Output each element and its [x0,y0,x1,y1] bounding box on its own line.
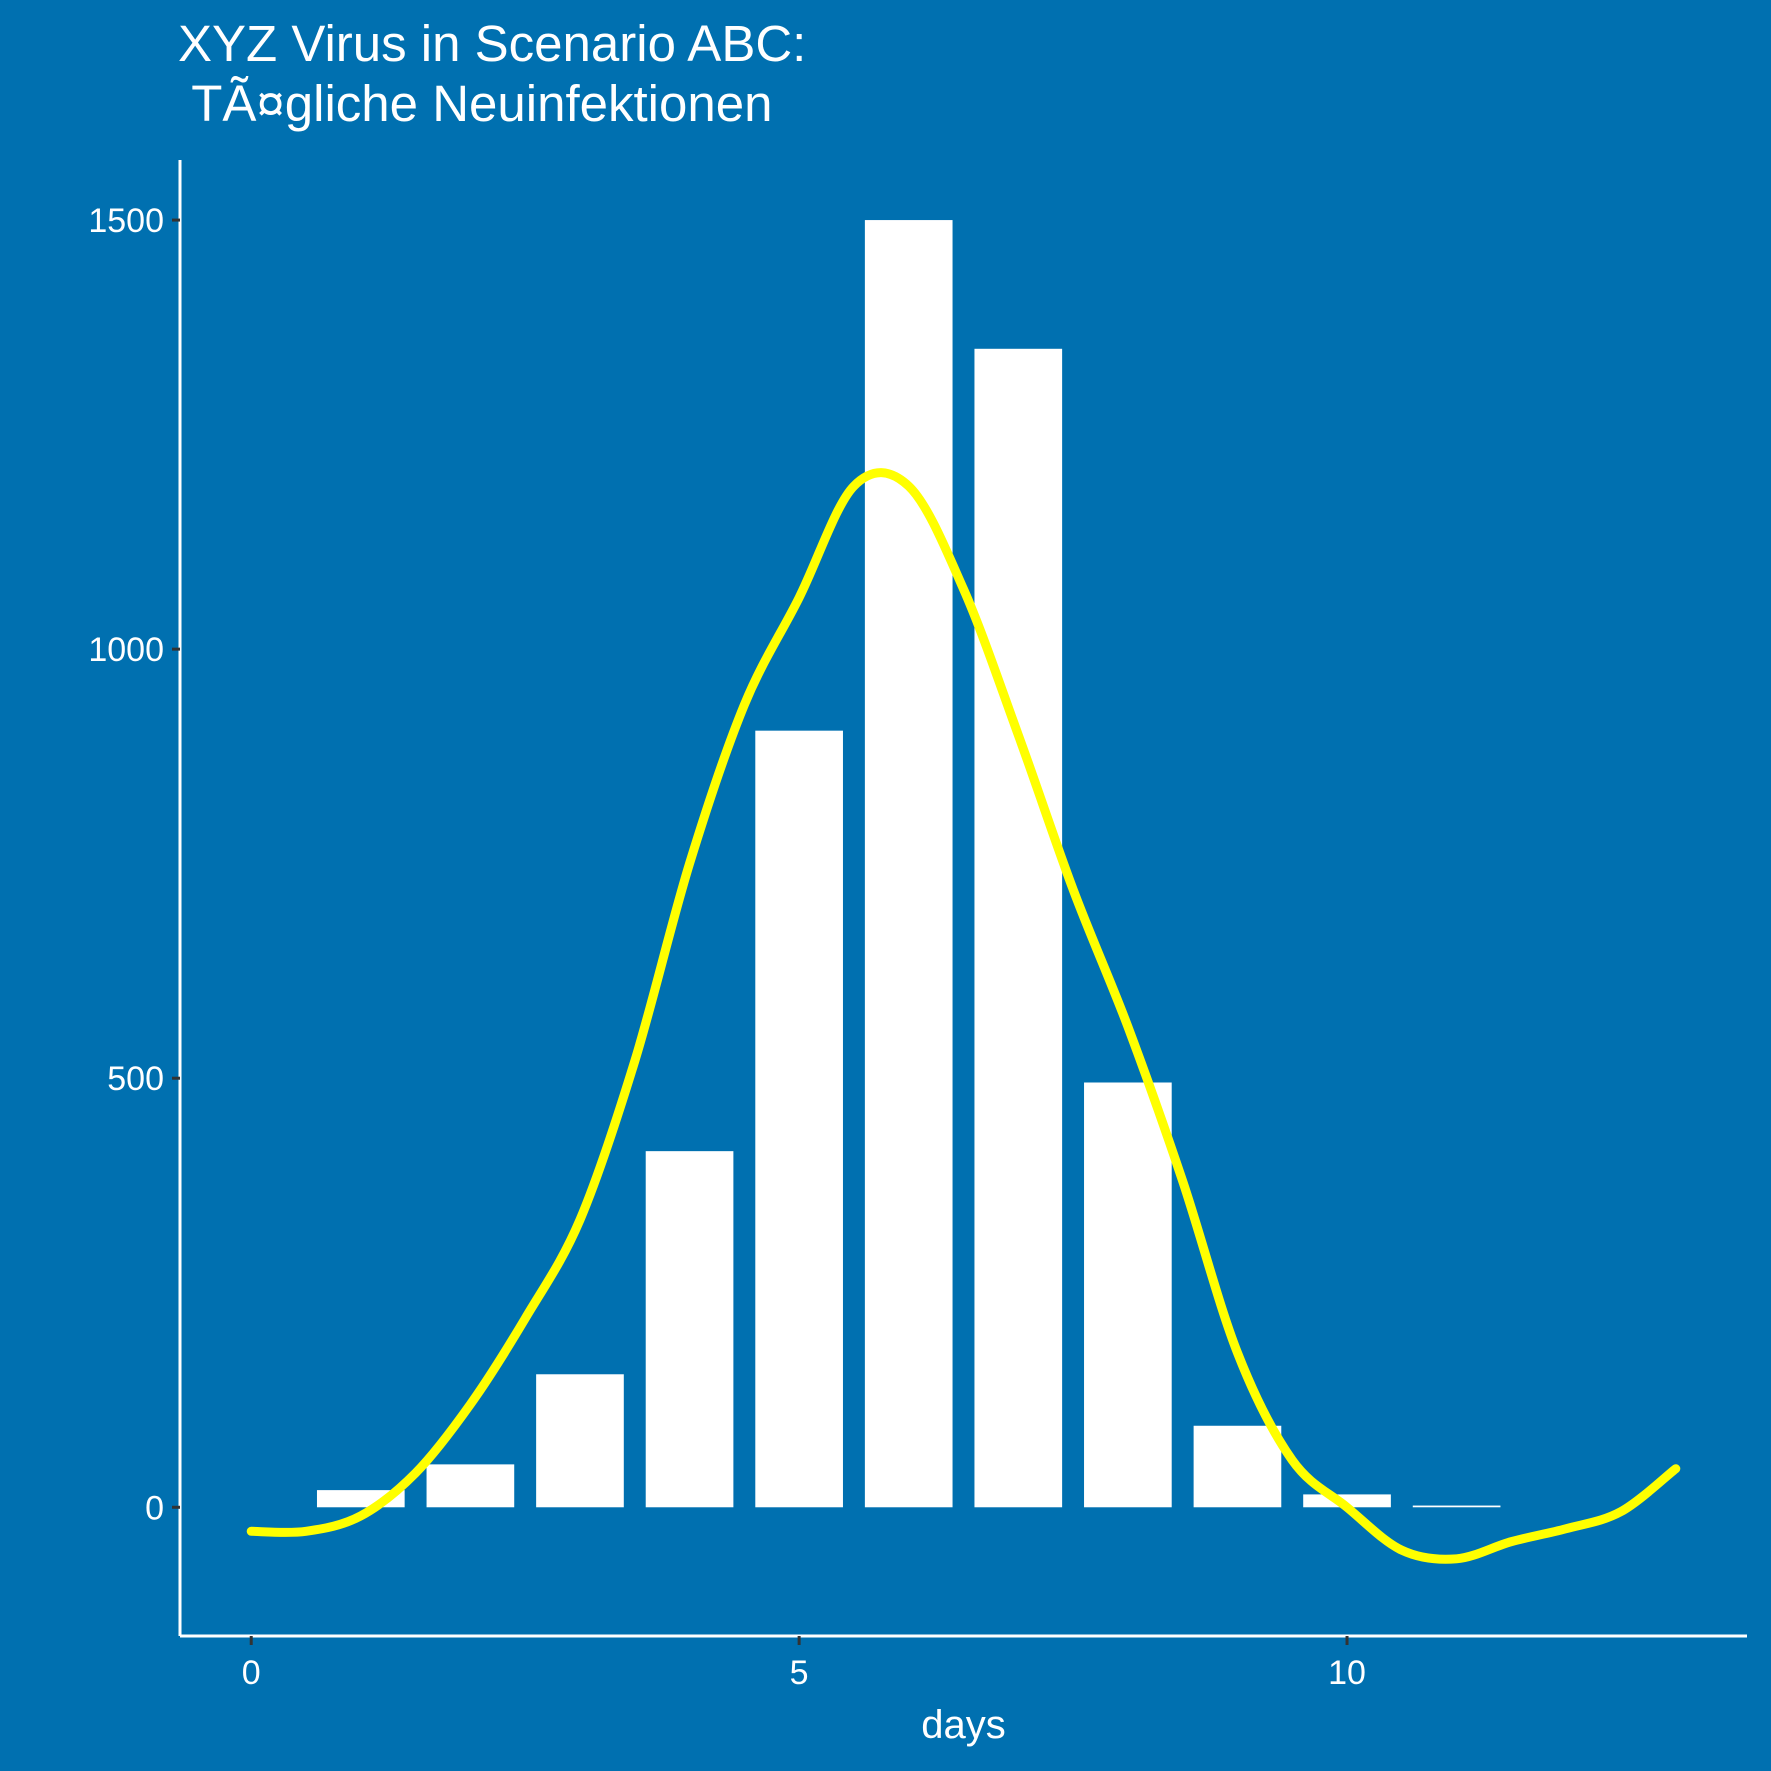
x-tick-label-0: 0 [242,1654,261,1692]
smooth-line-layer [246,468,1681,1564]
y-tick-label-1000: 1000 [88,631,164,669]
bar-day-6 [864,220,953,1508]
bar-day-10 [1303,1494,1391,1508]
chart-title: XYZ Virus in Scenario ABC: TÃ¤gliche Neu… [178,14,806,134]
x-tick-label-5: 5 [790,1654,809,1692]
bar-day-11 [1412,1505,1501,1508]
chart-title-line1: XYZ Virus in Scenario ABC: [178,15,807,72]
bar-day-7 [974,348,1063,1508]
smooth-trend-line [246,468,1681,1564]
bar-day-3 [536,1374,624,1508]
bar-day-8 [1084,1082,1172,1508]
x-tick-label-10: 10 [1328,1654,1366,1692]
bar-day-5 [755,730,843,1508]
bars-layer [316,220,1501,1508]
x-axis-title: days [921,1703,1006,1747]
y-tick-label-0: 0 [145,1489,164,1527]
bar-day-9 [1193,1425,1282,1508]
y-tick-label-1500: 1500 [88,202,164,240]
chart-title-line2: TÃ¤gliche Neuinfektionen [178,75,773,132]
axes-layer: 0 500 1000 1500 0 5 10 [88,160,1747,1692]
bar-day-2 [426,1464,515,1508]
y-tick-label-500: 500 [107,1060,164,1098]
bar-day-4 [645,1151,734,1508]
